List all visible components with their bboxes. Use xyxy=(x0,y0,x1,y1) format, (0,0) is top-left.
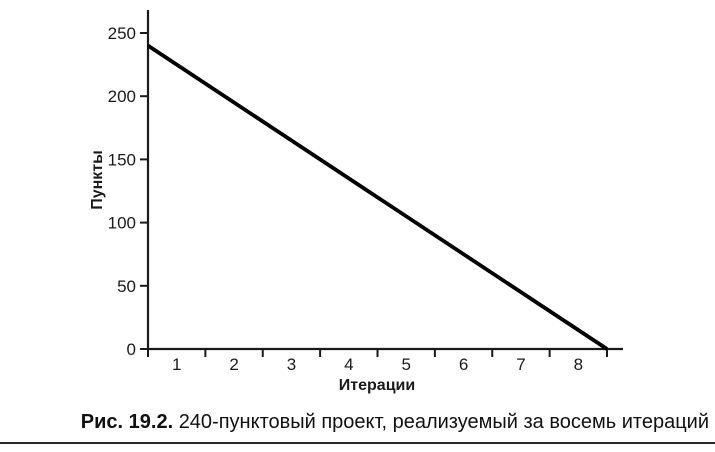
y-tick-label: 200 xyxy=(108,87,136,106)
x-tick-label: 4 xyxy=(344,355,353,374)
figure-caption-text: 240-пунктовый проект, реализуемый за вос… xyxy=(178,411,709,433)
y-tick-label: 250 xyxy=(108,24,136,43)
x-tick-label: 1 xyxy=(172,355,181,374)
series-burndown-line xyxy=(146,44,609,351)
y-tick-label: 0 xyxy=(127,340,136,359)
y-tick-label: 50 xyxy=(117,277,136,296)
x-tick-label: 3 xyxy=(287,355,296,374)
x-tick-label: 6 xyxy=(459,355,468,374)
figure-caption: Рис. 19.2. 240-пунктовый проект, реализу… xyxy=(0,411,709,434)
axes xyxy=(146,10,623,351)
y-tick-label: 150 xyxy=(108,150,136,169)
bottom-rule xyxy=(0,442,715,444)
y-axis-label: Пункты xyxy=(89,150,106,210)
x-tick-label: 5 xyxy=(401,355,410,374)
x-tick-label: 2 xyxy=(229,355,238,374)
x-tick-label: 8 xyxy=(574,355,583,374)
x-axis-label: Итерации xyxy=(338,377,416,394)
chart-canvas: 0 50 100 150 200 250 1 2 3 4 5 6 7 8 xyxy=(108,10,623,374)
figure-caption-label: Рис. 19.2. xyxy=(80,411,174,433)
y-tick-label: 100 xyxy=(108,214,136,233)
x-tick-label: 7 xyxy=(516,355,525,374)
